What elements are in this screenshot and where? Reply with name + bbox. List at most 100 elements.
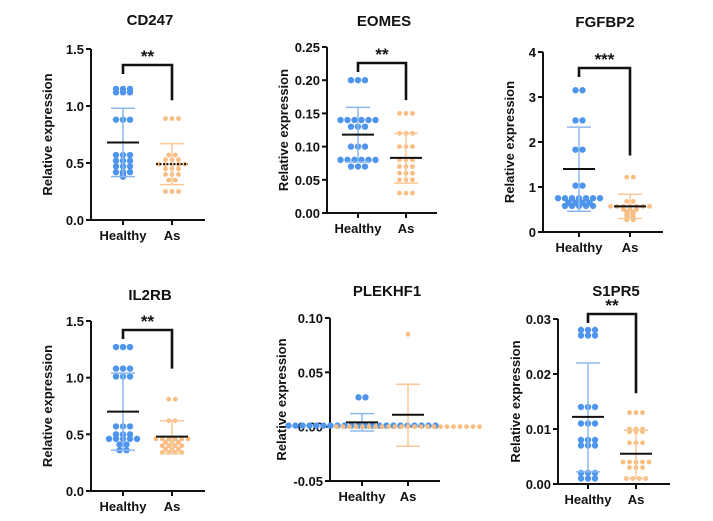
y-axis-label: Relative expression xyxy=(276,69,291,191)
data-point-as xyxy=(410,164,415,169)
data-point-as xyxy=(397,164,402,169)
x-tick-label: Healthy xyxy=(556,240,604,255)
data-point-as xyxy=(176,439,181,445)
data-point-healthy xyxy=(126,89,134,96)
data-point-as xyxy=(431,424,437,430)
data-point-healthy xyxy=(572,182,579,189)
data-point-healthy xyxy=(337,156,344,164)
y-tick-label: 0.5 xyxy=(66,427,84,442)
data-point-as xyxy=(418,424,424,430)
data-point-as xyxy=(185,436,191,442)
data-point-healthy xyxy=(351,116,358,124)
panel-eomes: EOMES Relative expression 0.00 0.05 0.10 0.15… xyxy=(276,13,437,236)
data-point-healthy xyxy=(572,146,579,153)
data-point-as xyxy=(179,443,185,449)
data-point-healthy xyxy=(347,143,355,150)
data-point-as xyxy=(412,424,417,430)
data-point-healthy xyxy=(589,195,597,202)
data-point-healthy xyxy=(579,182,586,189)
data-point-as xyxy=(640,440,645,446)
data-point-as xyxy=(630,174,636,180)
data-point-as xyxy=(379,424,385,430)
data-point-as xyxy=(640,410,645,415)
data-point-healthy xyxy=(126,343,134,351)
data-point-healthy xyxy=(112,431,120,438)
data-point-as xyxy=(608,203,613,209)
y-axis-label: Relative expression xyxy=(40,345,55,467)
data-point-healthy xyxy=(591,442,599,449)
data-point-healthy xyxy=(568,195,576,202)
data-point-as xyxy=(457,424,463,430)
data-point-healthy xyxy=(361,123,369,130)
data-point-as xyxy=(166,152,172,158)
data-point-as xyxy=(405,331,411,337)
data-point-as xyxy=(166,177,172,183)
data-point-as xyxy=(176,116,181,121)
data-point-healthy xyxy=(584,326,592,334)
data-point-healthy xyxy=(306,422,313,429)
data-point-healthy xyxy=(126,163,134,170)
data-point-as xyxy=(153,436,159,442)
data-point-healthy xyxy=(112,157,120,164)
x-tick-label: Healthy xyxy=(100,228,148,243)
data-point-healthy xyxy=(372,116,379,124)
y-tick-label: 2 xyxy=(529,135,536,150)
data-point-healthy xyxy=(365,116,372,124)
data-point-as xyxy=(163,116,168,121)
data-point-as xyxy=(166,396,172,402)
data-point-healthy xyxy=(112,151,120,159)
data-point-as xyxy=(176,172,181,177)
data-point-healthy xyxy=(554,195,562,202)
data-point-healthy xyxy=(292,422,299,429)
x-tick-label: As xyxy=(164,499,181,514)
data-point-healthy xyxy=(112,435,120,443)
y-tick-label: 0.00 xyxy=(526,477,551,492)
data-point-healthy xyxy=(577,332,585,339)
data-point-as xyxy=(633,410,639,415)
data-point-as xyxy=(397,170,402,176)
data-point-as xyxy=(410,144,415,150)
data-point-as xyxy=(163,172,168,177)
significance-label: ** xyxy=(141,312,155,331)
chart-title: PLEKHF1 xyxy=(353,283,421,300)
data-point-as xyxy=(163,166,168,172)
y-tick-label: 0.5 xyxy=(66,156,84,171)
data-point-healthy xyxy=(119,365,127,372)
data-point-as xyxy=(169,189,175,194)
data-point-healthy xyxy=(561,202,569,210)
data-point-healthy xyxy=(112,343,120,351)
y-tick-label: 4 xyxy=(529,45,537,60)
data-point-healthy xyxy=(112,163,120,170)
data-point-as xyxy=(386,424,391,430)
data-point-healthy xyxy=(105,435,113,443)
data-point-healthy xyxy=(577,403,585,411)
data-point-as xyxy=(340,424,346,430)
data-point-healthy xyxy=(596,195,604,202)
significance-label: ** xyxy=(375,45,389,64)
data-point-healthy xyxy=(355,394,362,401)
data-point-healthy xyxy=(361,143,369,150)
data-point-healthy xyxy=(591,420,599,427)
data-point-healthy xyxy=(299,422,306,429)
data-point-as xyxy=(425,424,430,430)
data-point-healthy xyxy=(591,403,599,411)
chart-title: IL2RB xyxy=(128,287,172,304)
data-point-healthy xyxy=(320,422,327,429)
data-point-as xyxy=(179,436,185,442)
data-point-as xyxy=(176,166,181,172)
x-tick-label: As xyxy=(622,240,639,255)
data-point-healthy xyxy=(112,373,120,380)
x-tick-label: As xyxy=(628,492,645,507)
data-point-as xyxy=(624,174,630,180)
data-point-healthy xyxy=(133,435,141,443)
y-tick-label: 1.0 xyxy=(66,371,84,386)
data-point-healthy xyxy=(112,168,120,176)
data-point-healthy xyxy=(577,469,585,477)
data-point-as xyxy=(451,424,456,430)
data-point-as xyxy=(347,424,352,430)
y-tick-label: 0.00 xyxy=(295,206,320,221)
data-point-as xyxy=(172,443,178,449)
data-point-as xyxy=(163,161,168,167)
data-point-as xyxy=(410,111,415,116)
data-point-as xyxy=(410,190,415,196)
